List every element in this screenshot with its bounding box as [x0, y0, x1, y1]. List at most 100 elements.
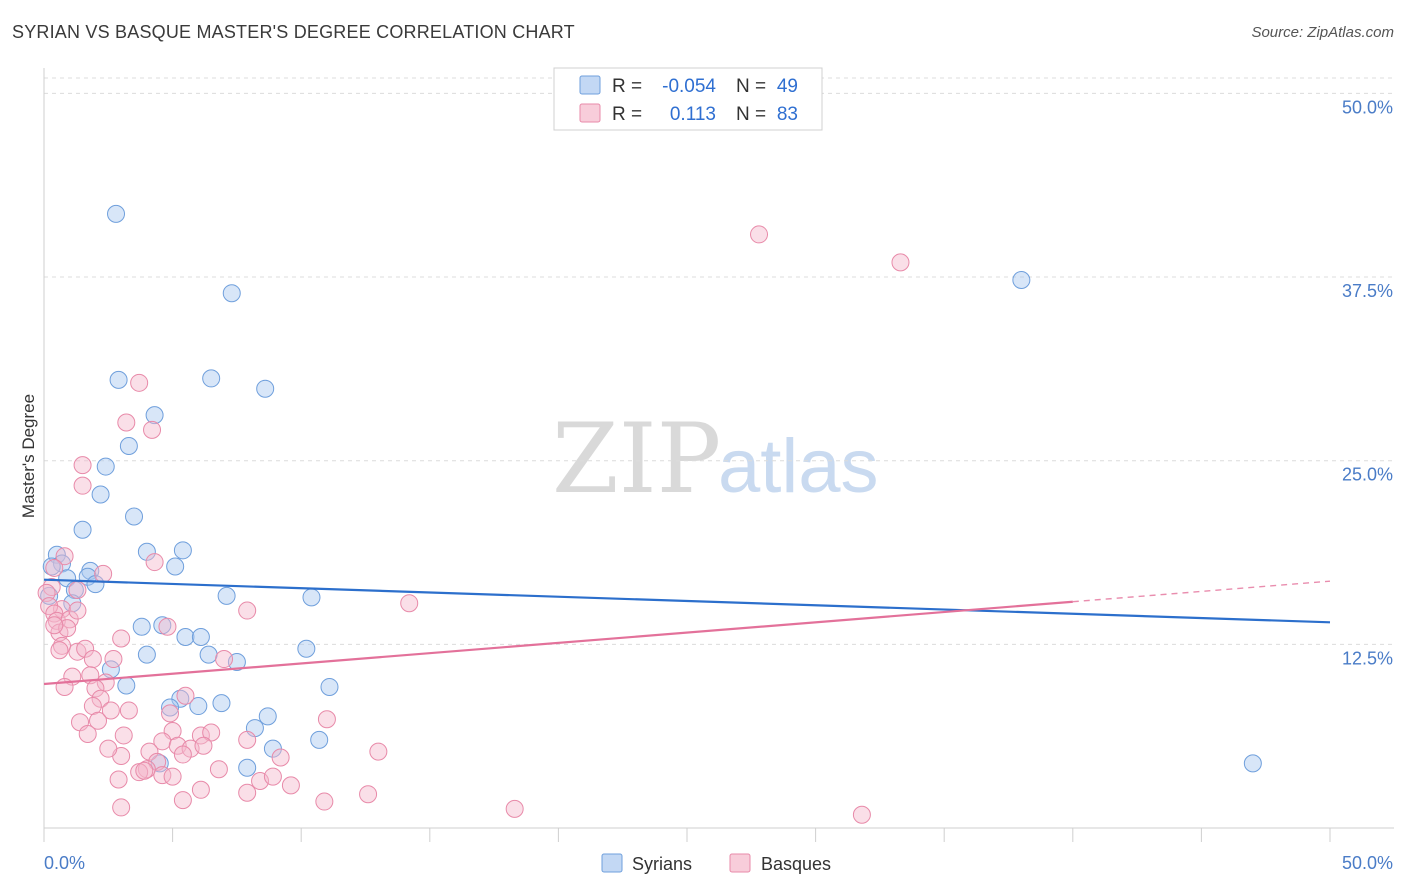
syrians-point-47 — [238, 758, 257, 777]
legend-r-value-syrians: -0.054 — [662, 76, 716, 97]
bottom-legend-swatch-basques — [729, 853, 751, 873]
syrians-point-4 — [202, 369, 221, 388]
basques-point-64 — [263, 767, 282, 786]
basques-point-43 — [89, 711, 108, 730]
bottom-legend-label-basques: Basques — [761, 854, 831, 874]
legend-n-label-syrians: N = — [736, 76, 766, 97]
bottom-legend-label-syrians: Syrians — [632, 854, 692, 874]
basques-point-26 — [112, 629, 131, 648]
basques-point-41 — [161, 704, 180, 723]
legend-swatch-basques — [579, 103, 601, 123]
y-tick-label-2: 37.5% — [1342, 281, 1393, 301]
legend-n-value-syrians: 49 — [777, 76, 798, 97]
legend-n-label-basques: N = — [736, 104, 766, 125]
y-tick-label-3: 50.0% — [1342, 97, 1393, 117]
basques-point-61 — [163, 767, 182, 786]
syrians-point-5 — [256, 379, 275, 398]
syrians-point-29 — [176, 628, 195, 646]
syrians-point-40 — [189, 697, 208, 716]
basques-point-12 — [68, 580, 87, 599]
basques-trend-line — [43, 600, 1073, 686]
x-tick-label-0: 0.0% — [44, 853, 85, 873]
basques-point-39 — [101, 701, 120, 720]
syrians-trend-line — [43, 578, 1331, 624]
basques-point-2 — [130, 373, 149, 392]
basques-point-1 — [891, 253, 910, 272]
syrians-point-48 — [1243, 754, 1262, 773]
basques-point-73 — [112, 798, 131, 817]
basques-point-21 — [45, 616, 64, 635]
syrians-point-41 — [212, 694, 231, 713]
syrians-point-10 — [125, 507, 144, 526]
basques-point-11 — [37, 583, 56, 602]
basques-points — [37, 225, 910, 824]
legend-r-label-syrians: R = — [612, 76, 642, 97]
syrians-point-34 — [297, 639, 316, 658]
basques-point-54 — [194, 736, 213, 755]
basques-point-49 — [238, 730, 257, 749]
grid-lines — [44, 77, 1394, 645]
basques-point-80 — [271, 748, 290, 767]
basques-point-46 — [191, 726, 210, 745]
syrians-point-0 — [107, 204, 126, 223]
syrians-point-27 — [132, 617, 151, 636]
basques-point-47 — [202, 723, 221, 742]
basques-point-65 — [281, 776, 300, 795]
legend-n-value-basques: 83 — [777, 104, 798, 125]
basques-point-57 — [148, 752, 167, 771]
basques-point-4 — [143, 420, 162, 439]
x-tick-labels: 0.0% 50.0% — [44, 853, 1393, 873]
syrians-point-39 — [161, 698, 180, 717]
basques-point-82 — [45, 558, 64, 577]
basques-point-3 — [117, 413, 136, 432]
syrians-point-21 — [86, 575, 105, 594]
basques-point-29 — [158, 617, 177, 636]
basques-point-69 — [317, 710, 336, 729]
basques-point-71 — [315, 792, 334, 811]
basques-point-66 — [191, 780, 210, 799]
syrians-point-32 — [199, 645, 218, 664]
trend-lines — [43, 578, 1331, 686]
basques-point-27 — [83, 650, 102, 669]
legend-swatch-syrians — [579, 75, 601, 95]
syrians-point-37 — [320, 677, 339, 696]
syrians-point-26 — [302, 588, 321, 607]
syrians-point-6 — [145, 406, 164, 425]
x-tick-label-1: 50.0% — [1342, 853, 1393, 873]
basques-point-70 — [369, 742, 388, 761]
chart-title: SYRIAN VS BASQUE MASTER'S DEGREE CORRELA… — [12, 22, 575, 42]
basques-point-45 — [114, 726, 133, 745]
basques-point-7 — [55, 547, 74, 566]
syrians-point-9 — [91, 485, 110, 504]
syrians-point-1 — [222, 284, 241, 303]
watermark-atlas: atlas — [718, 424, 879, 509]
legend-r-label-basques: R = — [612, 104, 642, 125]
syrians-point-16 — [166, 557, 185, 576]
syrians-point-15 — [173, 541, 192, 560]
basques-point-75 — [852, 805, 871, 824]
watermark-zip: ZIP — [552, 403, 721, 515]
syrians-point-31 — [137, 645, 156, 664]
basques-point-68 — [173, 791, 192, 810]
basques-point-74 — [505, 799, 524, 818]
y-tick-labels: 12.5% 25.0% 37.5% 50.0% — [1342, 97, 1393, 668]
syrians-point-11 — [73, 520, 92, 539]
basques-point-19 — [68, 601, 87, 620]
basques-point-53 — [140, 742, 159, 761]
axes — [43, 68, 1394, 842]
basques-point-67 — [238, 783, 257, 802]
basques-point-9 — [94, 564, 113, 583]
basques-trend-extension — [1072, 580, 1331, 603]
source-credit: Source: ZipAtlas.com — [1251, 24, 1394, 41]
basques-point-6 — [73, 476, 92, 495]
basques-point-79 — [215, 650, 234, 669]
syrians-point-14 — [137, 542, 156, 561]
basques-point-30 — [238, 601, 257, 620]
basques-point-62 — [109, 770, 128, 789]
y-axis-title: Master's Degree — [19, 394, 38, 518]
syrians-point-7 — [119, 437, 138, 455]
basques-point-31 — [400, 594, 419, 613]
syrians-point-8 — [96, 457, 115, 476]
basques-point-76 — [99, 739, 118, 758]
